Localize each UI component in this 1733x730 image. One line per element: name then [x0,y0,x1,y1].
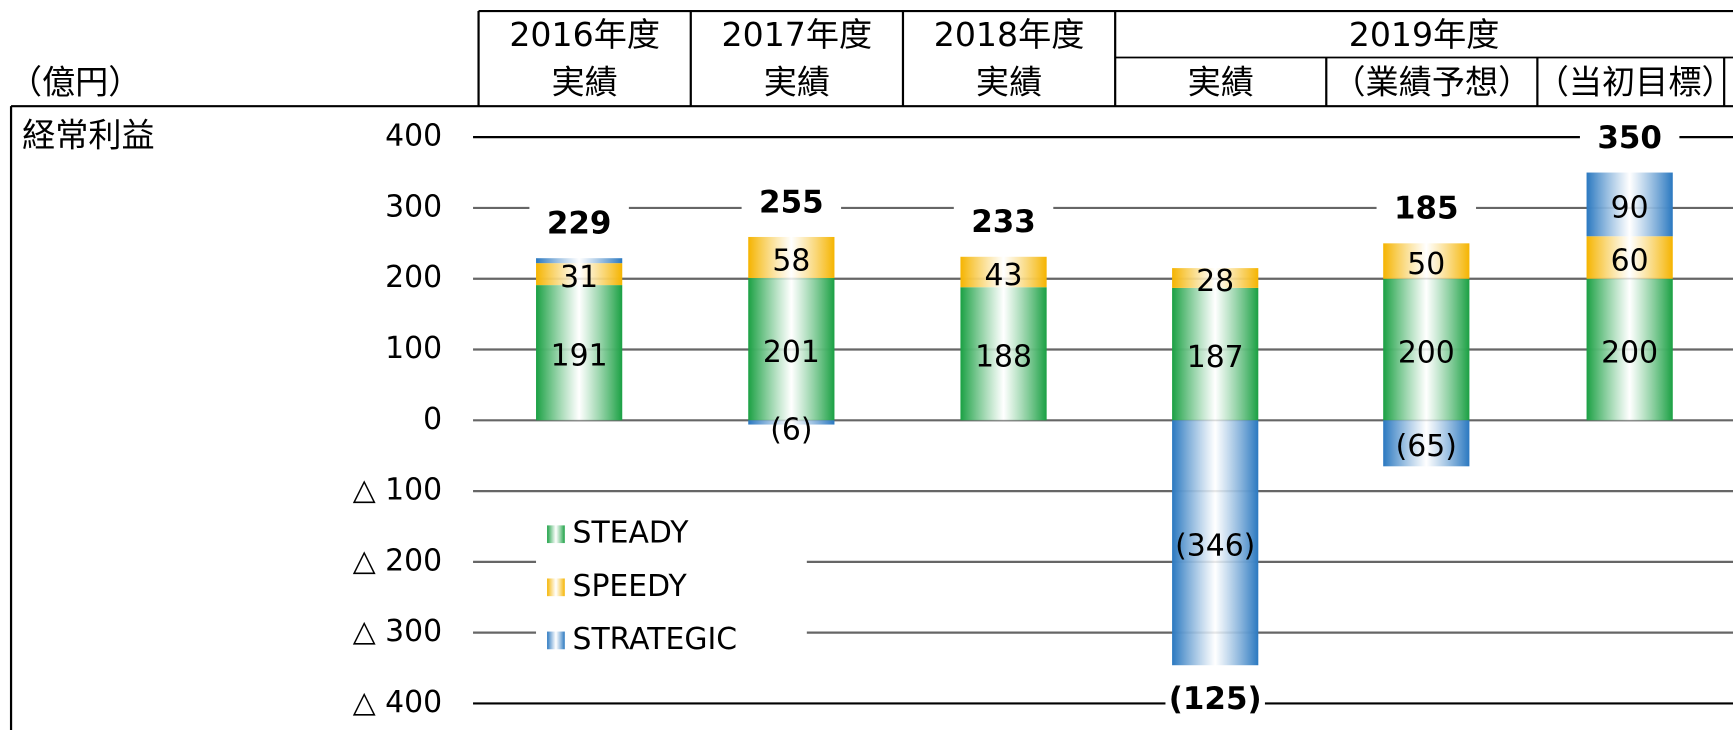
x-category-label: （当初目標） [1536,63,1733,102]
segment-label: 28 [1196,264,1234,299]
segment-label: 191 [551,339,608,374]
bar-segment [1383,420,1470,467]
segment-label: 187 [1187,340,1244,375]
segment-label: 200 [1398,335,1455,370]
period-header: 2016年度 [509,15,660,54]
segment-label: 60 [1611,243,1649,278]
segment-label: 188 [975,340,1032,375]
y-tick-label: △ 300 [353,614,442,649]
bar-segment [536,263,623,286]
x-category-label: 実績 [764,63,830,102]
legend-swatch [547,631,565,650]
segment-label: (6) [770,413,812,448]
bar-segment [1586,172,1673,237]
bar-segment [748,278,835,421]
legend-background [536,508,807,670]
total-label: (125) [1169,681,1262,717]
y-tick-label: △ 200 [353,543,442,578]
segment-label: 58 [772,243,810,278]
bar-segment [1172,287,1259,421]
total-label-background [529,205,629,245]
bar-segment [536,285,623,421]
period-header: 2018年度 [934,15,1085,54]
bar-segment [1383,243,1470,279]
total-label: 350 [1597,120,1662,156]
bar-segment [1383,278,1470,421]
y-tick-label: △ 100 [353,473,442,508]
bar-segment [960,256,1047,288]
period-header: 2017年度 [722,15,873,54]
unit-label: （億円） [9,63,142,102]
total-label-background [1376,190,1477,231]
segment-label: 31 [560,260,598,295]
total-label-background [953,203,1054,244]
legend-label: STEADY [573,516,690,551]
segment-label: (65) [1396,429,1457,464]
x-category-label: 実績 [552,63,618,102]
total-label-background [741,183,842,224]
bar-segment [748,236,835,279]
x-category-label: 実績 [976,63,1042,102]
y-tick-label: 200 [385,260,442,295]
y-tick-label: 400 [385,119,442,154]
bar-segment [1586,236,1673,279]
y-tick-label: 100 [385,331,442,366]
y-tick-label: △ 400 [353,685,442,720]
total-label-background [1165,680,1265,721]
bar-segment [748,420,835,425]
total-label: 233 [971,204,1036,240]
y-tick-label: 300 [385,189,442,224]
bar-segment [1172,268,1259,288]
y-tick-label: 0 [423,402,442,437]
bar-segment [1586,278,1673,421]
row-label: 経常利益 [22,116,155,155]
period-header: 2019年度 [1349,15,1500,54]
x-category-label: 実績 [1188,63,1254,102]
segment-label: (346) [1175,529,1255,564]
legend-label: STRATEGIC [573,622,738,657]
bar-segment [536,258,623,264]
total-label: 255 [759,184,824,220]
segment-label: 201 [763,335,820,370]
segment-label: 50 [1407,247,1445,282]
bar-segment [960,287,1047,421]
segment-label: 200 [1601,335,1658,370]
segment-label: 43 [985,258,1023,293]
bar-segment [1172,420,1259,666]
total-label-background [1579,119,1680,160]
x-category-label: （業績予想） [1332,63,1531,102]
total-label: 185 [1394,191,1459,227]
total-label: 229 [547,206,612,242]
segment-label: 90 [1611,190,1649,225]
legend-swatch [547,578,565,597]
legend-label: SPEEDY [573,569,688,604]
legend-swatch [547,525,565,544]
